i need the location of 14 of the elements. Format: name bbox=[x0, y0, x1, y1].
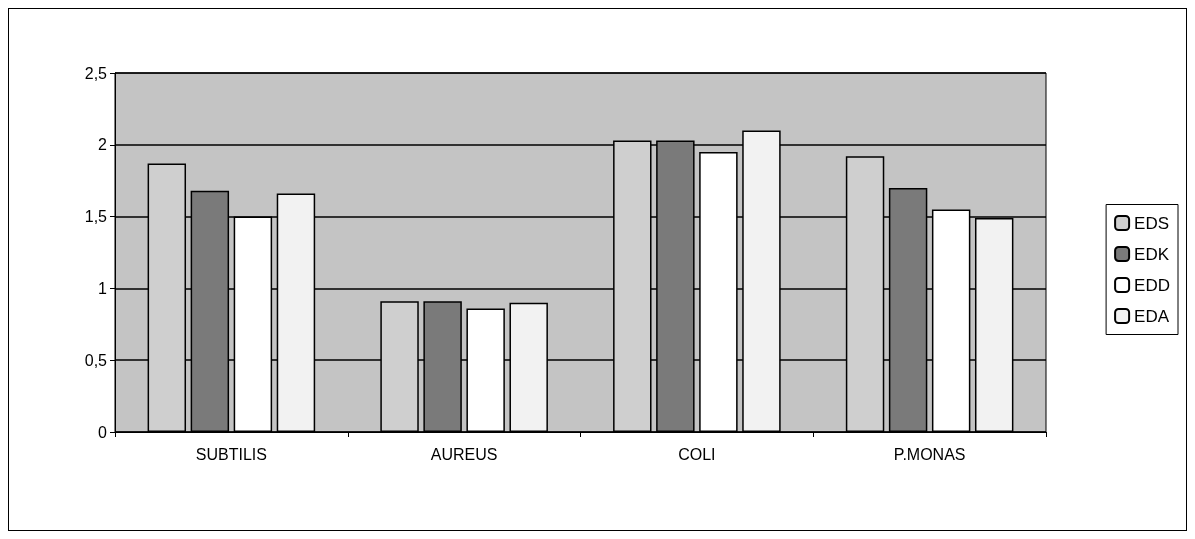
y-tick-label: 1 bbox=[98, 279, 108, 297]
legend-label: EDD bbox=[1134, 275, 1171, 295]
x-tick-label: SUBTILIS bbox=[195, 445, 267, 463]
legend-label: EDK bbox=[1134, 244, 1170, 264]
legend-label: EDA bbox=[1134, 306, 1170, 326]
legend-label: EDS bbox=[1134, 213, 1170, 233]
y-tick-label: 2,5 bbox=[84, 64, 108, 82]
y-tick-label: 1,5 bbox=[84, 208, 108, 226]
x-tick-label: AUREUS bbox=[430, 445, 498, 463]
y-tick-label: 2 bbox=[98, 136, 108, 154]
x-tick-label: COLI bbox=[678, 445, 716, 463]
y-tick-label: 0 bbox=[98, 423, 108, 441]
x-tick-label: P.MONAS bbox=[893, 445, 966, 463]
y-tick-label: 0,5 bbox=[84, 351, 108, 369]
